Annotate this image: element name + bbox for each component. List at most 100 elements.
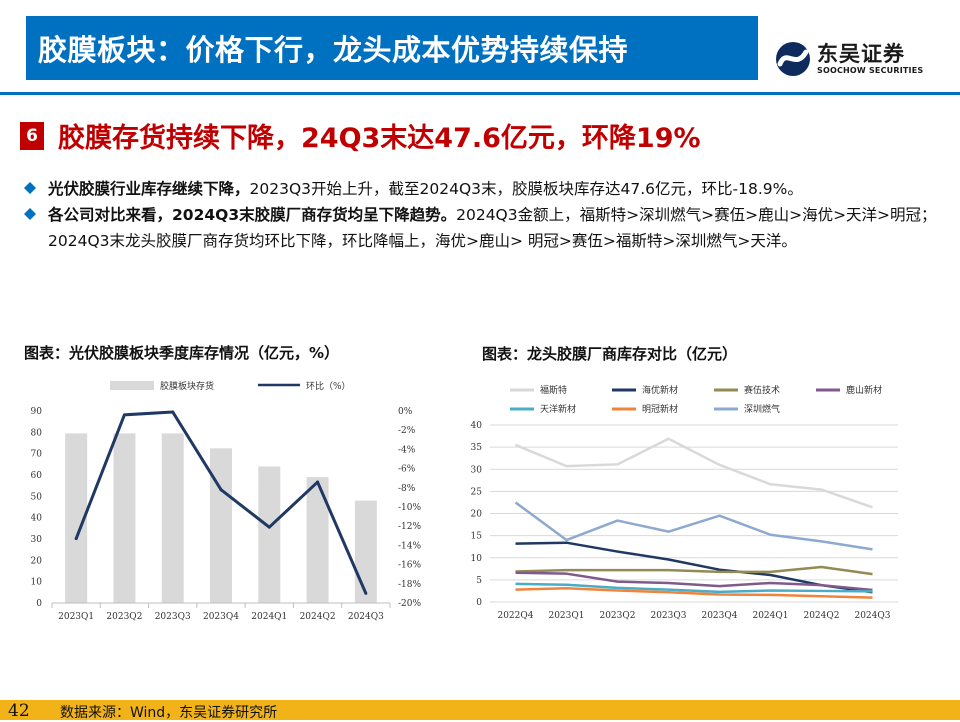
y-left-tick-label: 10 (31, 578, 43, 588)
inventory-bar-line-chart: 胶膜板块存货 环比（%） 0 10 20 30 40 50 60 70 80 90 -20% -18% -1… (31, 380, 422, 622)
header-divider (0, 92, 960, 95)
series-line (515, 437, 873, 509)
x-tick-label: 2022Q4 (497, 611, 533, 621)
y-right-tick-label: -8% (398, 484, 416, 494)
bullet-bold-text: 光伏胶膜行业库存继续下降， (48, 180, 250, 198)
y-right-tick-label: -2% (398, 426, 416, 436)
line-point (316, 480, 320, 484)
legend-label: 海优新材 (642, 384, 678, 396)
x-tick-label: 2024Q2 (300, 612, 336, 622)
x-tick-label: 2024Q1 (251, 612, 287, 622)
x-tick-label: 2024Q2 (803, 611, 839, 621)
legend-label: 福斯特 (540, 384, 567, 396)
y-right-tick-label: -10% (398, 503, 421, 513)
line-point (171, 410, 175, 414)
line-point (364, 591, 368, 595)
series-line (514, 501, 873, 551)
x-tick-label: 2024Q3 (348, 612, 384, 622)
x-tick-label: 2023Q4 (701, 611, 737, 621)
series-line (515, 587, 873, 599)
bar (113, 433, 136, 603)
x-tick-label: 2023Q2 (599, 611, 635, 621)
bar (306, 477, 329, 603)
bullet-bold-text: 各公司对比来看，2024Q3末胶膜厂商存货均呈下降趋势。 (48, 206, 457, 224)
legend-label: 明冠新材 (642, 403, 678, 415)
footer-bar (0, 700, 960, 720)
y-right-tick-label: -6% (398, 465, 416, 475)
line-point (74, 537, 78, 541)
x-tick-label: 2023Q1 (548, 611, 584, 621)
series-line (515, 565, 873, 576)
legend-label: 天洋新材 (540, 403, 576, 415)
y-right-tick-label: -14% (398, 541, 421, 551)
y-tick-label: 30 (471, 465, 483, 475)
legend-label: 环比（%） (306, 380, 351, 392)
series-line (515, 541, 873, 594)
y-left-tick-label: 20 (31, 556, 43, 566)
y-tick-label: 0 (476, 598, 482, 608)
y-left-tick-label: 40 (31, 514, 43, 524)
legend-label: 深圳燃气 (744, 403, 780, 415)
page-title: 胶膜板块：价格下行，龙头成本优势持续保持 (38, 33, 629, 67)
page-number: 42 (8, 701, 30, 721)
x-tick-label: 2024Q1 (752, 611, 788, 621)
line-point (219, 488, 223, 492)
line-point (122, 413, 126, 417)
bar (210, 448, 232, 603)
logo-cn-text: 东吴证券 (817, 42, 905, 66)
left-chart-title: 图表：光伏胶膜板块季度库存情况（亿元，%） (24, 344, 340, 362)
y-right-tick-label: 0% (398, 407, 413, 417)
x-tick-label: 2023Q1 (58, 612, 94, 622)
bullet-item: 各公司对比来看，2024Q3末胶膜厂商存货均呈下降趋势。2024Q3金额上，福斯… (24, 202, 954, 254)
x-tick-label: 2024Q3 (854, 611, 890, 621)
series-line (515, 582, 873, 594)
section-title: 胶膜存货持续下降，24Q3末达47.6亿元，环降19% (58, 123, 701, 154)
y-right-tick-label: -16% (398, 561, 421, 571)
y-right-tick-label: -12% (398, 522, 421, 532)
brand-logo: 东吴证券 SOOCHOW SECURITIES (774, 40, 934, 80)
y-left-tick-label: 80 (31, 428, 43, 438)
y-tick-label: 20 (471, 510, 483, 520)
y-left-tick-label: 0 (36, 599, 42, 609)
legend-label: 赛伍技术 (744, 384, 780, 396)
bar (65, 433, 88, 603)
x-tick-label: 2023Q2 (106, 612, 142, 622)
y-tick-label: 40 (471, 421, 483, 431)
series-line (515, 571, 873, 592)
legend-swatch-bar (110, 381, 154, 390)
section-number: 6 (20, 122, 44, 150)
logo-mark-icon (776, 42, 810, 76)
bar (161, 433, 184, 603)
y-left-tick-label: 60 (31, 471, 43, 481)
y-left-tick-label: 50 (31, 492, 43, 502)
diamond-bullet-icon (24, 182, 36, 194)
y-right-tick-label: -4% (398, 445, 416, 455)
y-tick-label: 10 (471, 554, 483, 564)
legend-label: 胶膜板块存货 (160, 380, 214, 392)
right-chart-title: 图表：龙头胶膜厂商库存对比（亿元） (482, 345, 738, 363)
line-point (267, 525, 271, 529)
bullet-item: 光伏胶膜行业库存继续下降，2023Q3开始上升，截至2024Q3末，胶膜板块库存… (24, 176, 954, 202)
y-tick-label: 35 (471, 443, 483, 453)
y-right-tick-label: -20% (398, 599, 421, 609)
y-tick-label: 5 (476, 576, 482, 586)
bullet-text: 2024Q3金额上，福斯特>深圳燃气>赛伍>鹿山>海优>天洋>明冠； 2024Q… (48, 206, 937, 250)
bar (258, 466, 281, 603)
y-tick-label: 15 (471, 532, 483, 542)
x-tick-label: 2023Q4 (203, 612, 239, 622)
bullet-text: 2023Q3开始上升，截至2024Q3末，胶膜板块库存达47.6亿元，环比-18… (249, 180, 803, 198)
logo-en-text: SOOCHOW SECURITIES (817, 66, 924, 75)
y-right-tick-label: -18% (398, 580, 421, 590)
y-left-tick-label: 90 (31, 407, 43, 417)
diamond-bullet-icon (24, 208, 36, 220)
data-source: 数据来源：Wind，东吴证券研究所 (60, 705, 278, 721)
x-tick-label: 2023Q3 (155, 612, 191, 622)
header-banner (26, 16, 758, 80)
y-left-tick-label: 30 (31, 535, 43, 545)
legend-label: 鹿山新材 (846, 384, 882, 396)
y-tick-label: 25 (471, 487, 483, 497)
y-left-tick-label: 70 (31, 450, 43, 460)
bullet-list: 光伏胶膜行业库存继续下降，2023Q3开始上升，截至2024Q3末，胶膜板块库存… (24, 176, 954, 254)
x-tick-label: 2023Q3 (650, 611, 686, 621)
